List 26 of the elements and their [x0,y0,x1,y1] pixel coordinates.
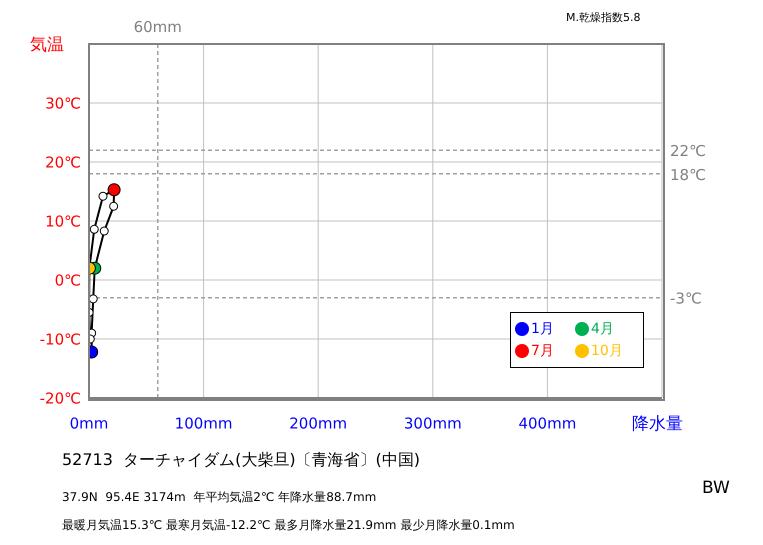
legend-label: 10月 [591,342,623,360]
x-tick-label: 300mm [404,414,462,433]
x-axis-title: 降水量 [632,413,683,435]
ref-line-label: 18℃ [670,166,706,184]
x-tick-label: 200mm [289,414,348,433]
text: 37.9N 95.4E 3174m 年平均気温2℃ 年降水量88.7mm [62,489,376,506]
text: 52713 ターチャイダム(大柴旦)〔青海省〕(中国) [62,450,420,471]
y-tick-label: -10℃ [40,330,81,348]
text: M.乾燥指数5.8 [566,10,640,25]
ref-line-label: 22℃ [670,142,706,160]
ref-line-label: 60mm [134,18,182,36]
x-tick-label: 0mm [70,414,108,433]
legend-label: 4月 [591,320,614,338]
x-tick-label: 100mm [174,414,233,433]
y-tick-label: 0℃ [54,271,81,290]
x-tick-label: 400mm [518,414,576,433]
text: BW [702,478,730,498]
y-tick-label: 30℃ [45,94,81,112]
y-tick-label: 20℃ [45,153,81,172]
legend-label: 1月 [531,320,554,338]
y-tick-label: 10℃ [45,212,81,230]
legend-label: 7月 [531,342,554,360]
text: 最暖月気温15.3℃ 最寒月気温-12.2℃ 最多月降水量21.9mm 最少月降水量0.1mm [62,517,515,534]
ref-line-label: -3℃ [670,290,702,308]
y-axis-title: 気温 [30,34,64,56]
y-tick-label: -20℃ [40,389,81,408]
